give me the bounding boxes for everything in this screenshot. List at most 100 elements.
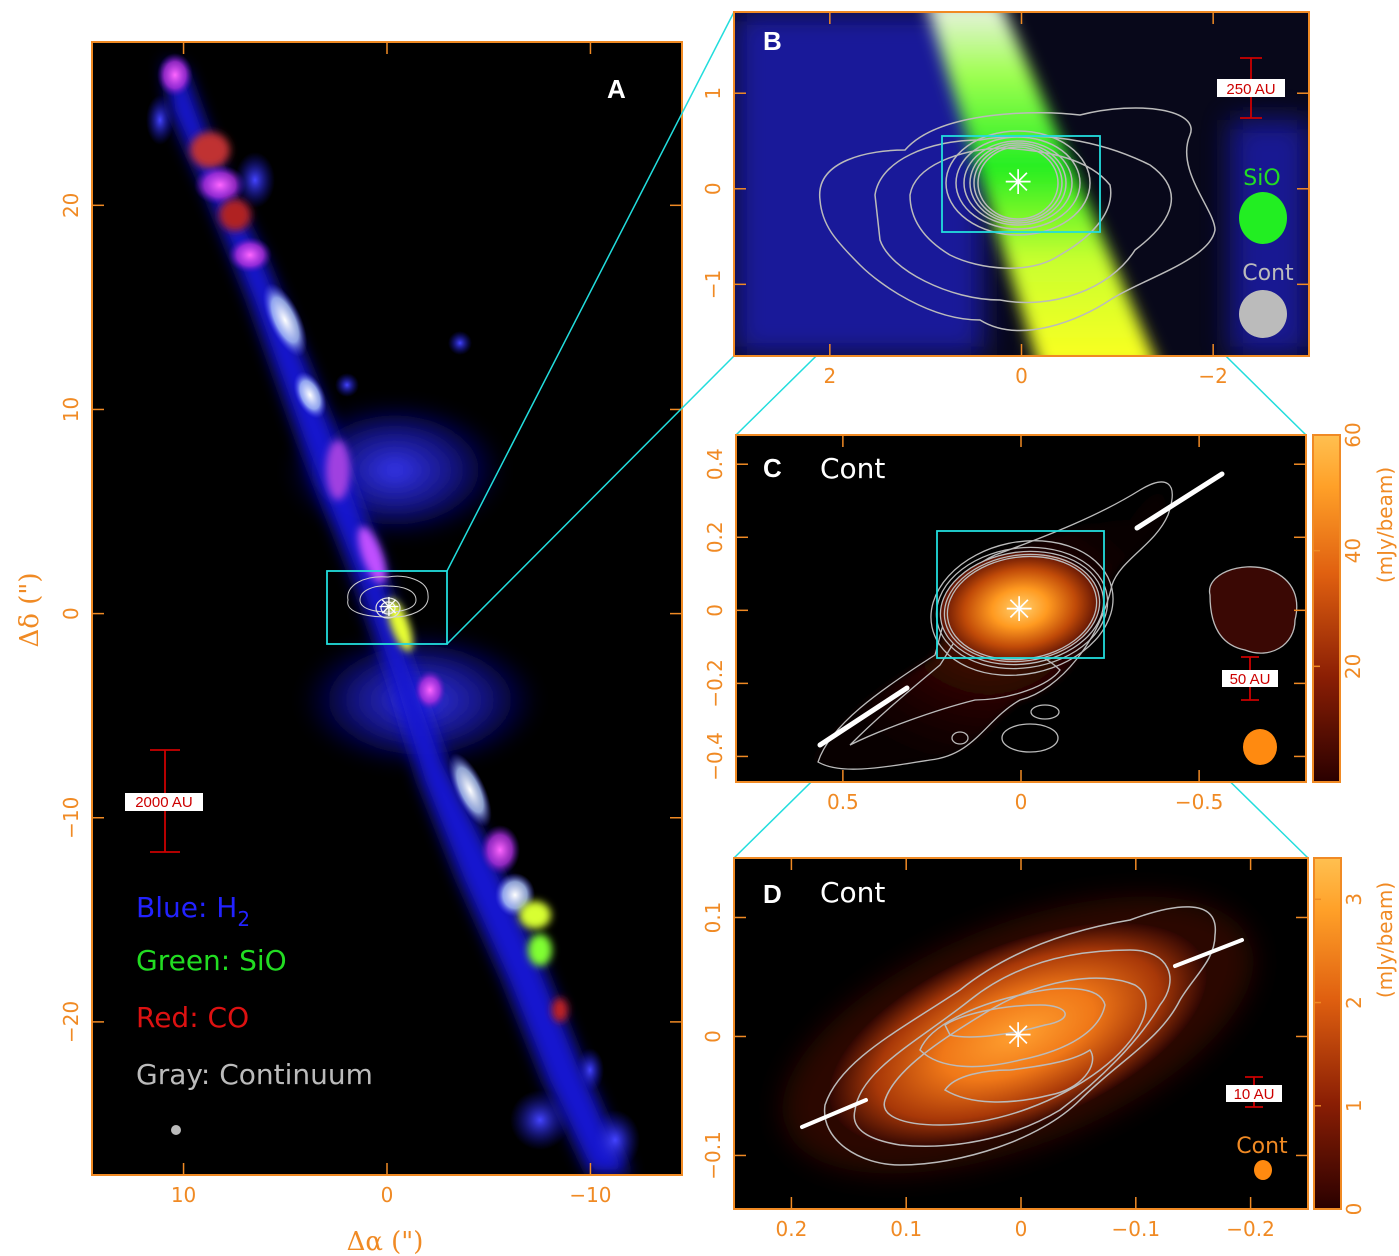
contours [853,949,1171,1147]
knot [146,95,174,145]
colorbar-ticks-d: 0 1 2 3 [1314,893,1366,1215]
knot [510,1090,570,1150]
x-tick-label: 0.2 [775,1217,807,1241]
sio-jet [928,12,1154,356]
knot [576,1048,604,1092]
y-tick-label: 1 [701,87,725,100]
scale-bar-c: 50 AU [1222,656,1278,701]
contours [930,540,1114,676]
knot [235,152,275,208]
colorbar-d [1313,857,1342,1210]
knot [448,753,492,827]
y-tick-label: −10 [59,797,83,839]
x-tick-label: 0 [381,1183,394,1207]
panel-d-image: ✳ [782,896,1254,1174]
panel-d: ✳ D Cont 10 AU Cont 0.2 0.1 0 −0.1 −0.2 0.1 0 −… [701,857,1397,1241]
knot [190,132,230,168]
knot [590,1110,640,1170]
x-tick-label: 0 [1015,364,1028,388]
y-tick-label: −20 [59,1001,83,1043]
knot [528,934,552,966]
y-tick-label: 0 [701,1030,725,1043]
panel-letter-d: D [763,879,782,909]
y-tick-label: −1 [701,270,725,299]
legend-entry: Gray: Continuum [136,1058,373,1091]
zoom-box-a [326,570,448,645]
y-tick-label: 20 [59,193,83,218]
x-tick-label: −2 [1198,364,1227,388]
ticks-a: 10 0 −10 20 10 0 −10 −20 [59,42,682,1207]
colorbar-tick-label: 2 [1342,996,1366,1009]
x-tick-label: 0 [1015,790,1028,814]
contours [909,147,1112,269]
legend-entry: Green: SiO [136,944,287,977]
source-marker: ✳ [378,593,400,623]
ticks-d: 0.2 0.1 0 −0.1 −0.2 0.1 0 −0.1 [701,858,1308,1241]
knot [519,901,551,929]
y-tick-label: 0 [59,607,83,620]
beam-label-cont: Cont [1242,261,1294,286]
y-tick-label: −0.4 [703,732,727,781]
scale-bar-label: 10 AU [1234,1086,1275,1103]
knot [480,825,520,875]
colorbar-tick-label: 60 [1341,422,1365,447]
source-marker: ✳ [1004,163,1033,203]
x-tick-label: 0 [1015,1217,1028,1241]
contours [819,107,1216,332]
jet-direction [1173,938,1244,968]
contours [951,731,969,745]
disk-c [940,552,1100,664]
x-tick-label: −10 [569,1183,611,1207]
contours [969,142,1067,224]
contours [943,553,1101,663]
x-axis-title: Δα (") [347,1227,424,1256]
legend-entry: Blue: H2 [136,891,250,931]
scale-bar-label: 250 AU [1226,81,1275,98]
source-marker: ✳ [1005,590,1034,630]
colorbar-ticks-c: 20 40 60 [1313,422,1365,679]
colorbar-tick-label: 0 [1342,1203,1366,1216]
contours [943,1048,1094,1103]
knot [293,371,327,419]
x-tick-label: 2 [823,364,836,388]
y-tick-label: 0 [703,604,727,617]
knot [335,373,359,397]
colorbar-c [1312,434,1341,783]
contours [973,144,1063,222]
x-tick-label: 0.1 [890,1217,922,1241]
contours [375,597,401,619]
y-tick-label: 0.4 [703,448,727,480]
contours [955,136,1081,230]
contours [823,906,1216,1166]
knot [552,998,568,1022]
x-tick-label: −0.2 [1226,1217,1275,1241]
x-tick-label: 10 [171,1183,196,1207]
jet-direction [1134,471,1225,531]
panel-a: ✳ 2000 AU Blue: H2 Green: SiO Red: CO Gr… [15,41,683,1256]
knot [219,199,251,231]
panel-a-image: ✳ [146,53,640,1175]
panel-title-c: Cont [820,452,885,485]
contours [963,140,1073,226]
contours [945,130,1091,236]
scale-bar-label: 2000 AU [135,794,193,811]
contours [874,135,1173,304]
colorbar-label-c: (mJy/beam) [1373,467,1397,583]
beam-ellipse-cont [1239,290,1287,338]
scale-bar-d: 10 AU [1226,1076,1282,1108]
y-tick-label: −0.1 [701,1131,725,1180]
knot [228,237,272,273]
contours [944,1004,1066,1038]
jet-direction [800,1098,868,1129]
zoom-box-c [936,530,1105,659]
contours [380,601,396,615]
beam-ellipse-sio [1239,192,1287,244]
x-tick-label: 0.5 [827,790,859,814]
beam-ellipse [171,1125,181,1135]
y-axis-title: Δδ (") [15,573,45,648]
beam-ellipse [1254,1160,1272,1180]
contours [977,146,1059,220]
legend-entry: Red: CO [136,1001,249,1034]
source-marker: ✳ [1004,1016,1033,1056]
